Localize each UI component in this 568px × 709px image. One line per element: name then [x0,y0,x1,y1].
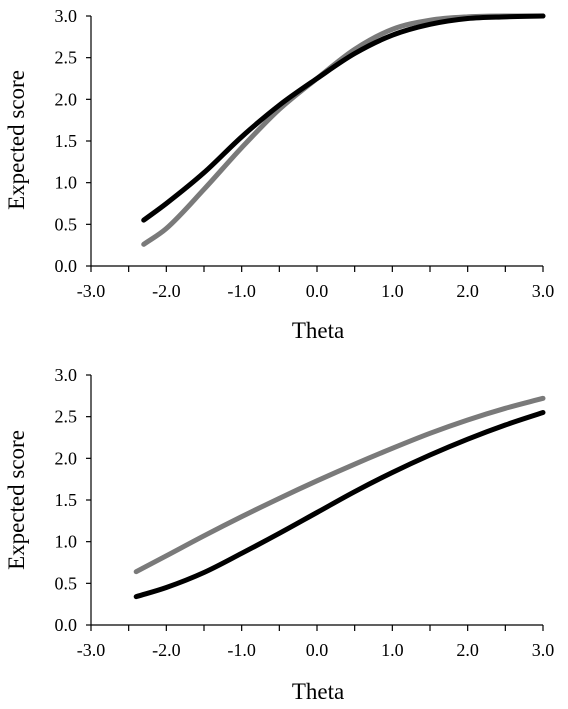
top-chart-x-tick-label: 3.0 [532,281,555,301]
bottom-chart-y-tick-label: 2.0 [55,448,78,468]
top-chart-y-tick-label: 0.5 [55,214,78,234]
bottom-chart-x-tick-label: 3.0 [532,640,555,660]
bottom-chart-y-tick-label: 3.0 [55,365,78,385]
bottom-chart-y-tick-label: 0.5 [55,573,78,593]
top-chart-x-axis-title: Theta [292,318,344,343]
bottom-chart-y-tick-label: 1.5 [55,490,78,510]
bottom-chart-x-axis-title: Theta [292,679,344,704]
top-chart-panel: 0.0 0.5 1.0 1.5 2.0 2.5 3.0 -3.0 -2.0 -1.0 0.0 1.0 2… [4,6,554,343]
bottom-chart-x-tick-label: -2.0 [152,640,181,660]
top-chart-y-tick-label: 2.5 [55,48,78,68]
bottom-chart-series-line-1 [133,395,546,575]
bottom-chart-panel: 0.0 0.5 1.0 1.5 2.0 2.5 3.0 -3.0 -2.0 -1.0 0.0 1.0 2… [4,365,554,704]
bottom-chart-y-tick-label: 2.5 [55,407,78,427]
top-chart-x-tick-label: 1.0 [381,281,404,301]
top-chart-marks: 0.0 0.5 1.0 1.5 2.0 2.5 3.0 -3.0 -2.0 -1.0 0.0 1.0 2… [55,6,555,301]
top-chart-y-tick-label: 1.0 [55,173,78,193]
top-chart-series-line-2 [141,13,546,223]
top-chart-y-tick-label: 3.0 [55,6,78,26]
top-chart-x-tick-label: 0.0 [306,281,329,301]
top-chart-y-tick-label: 0.0 [55,256,78,276]
bottom-chart-x-tick-label: 1.0 [381,640,404,660]
top-chart-y-tick-label: 1.5 [55,131,78,151]
bottom-chart-y-tick-label: 1.0 [55,532,78,552]
top-chart-x-tick-label: -1.0 [227,281,256,301]
top-chart-x-tick-label: -3.0 [77,281,106,301]
bottom-chart-y-axis-title: Expected score [4,430,29,570]
bottom-chart-series-line-2 [133,410,546,600]
bottom-chart-x-tick-label: -1.0 [227,640,256,660]
bottom-chart-marks: 0.0 0.5 1.0 1.5 2.0 2.5 3.0 -3.0 -2.0 -1.0 0.0 1.0 2… [55,365,555,660]
bottom-chart-y-tick-label: 0.0 [55,615,78,635]
bottom-chart-x-tick-label: 0.0 [306,640,329,660]
bottom-chart-x-tick-label: 2.0 [456,640,479,660]
top-chart-y-tick-label: 2.0 [55,89,78,109]
top-chart-y-axis-title: Expected score [4,70,29,210]
top-chart-x-tick-label: -2.0 [152,281,181,301]
bottom-chart-x-tick-label: -3.0 [77,640,106,660]
top-chart-x-tick-label: 2.0 [456,281,479,301]
